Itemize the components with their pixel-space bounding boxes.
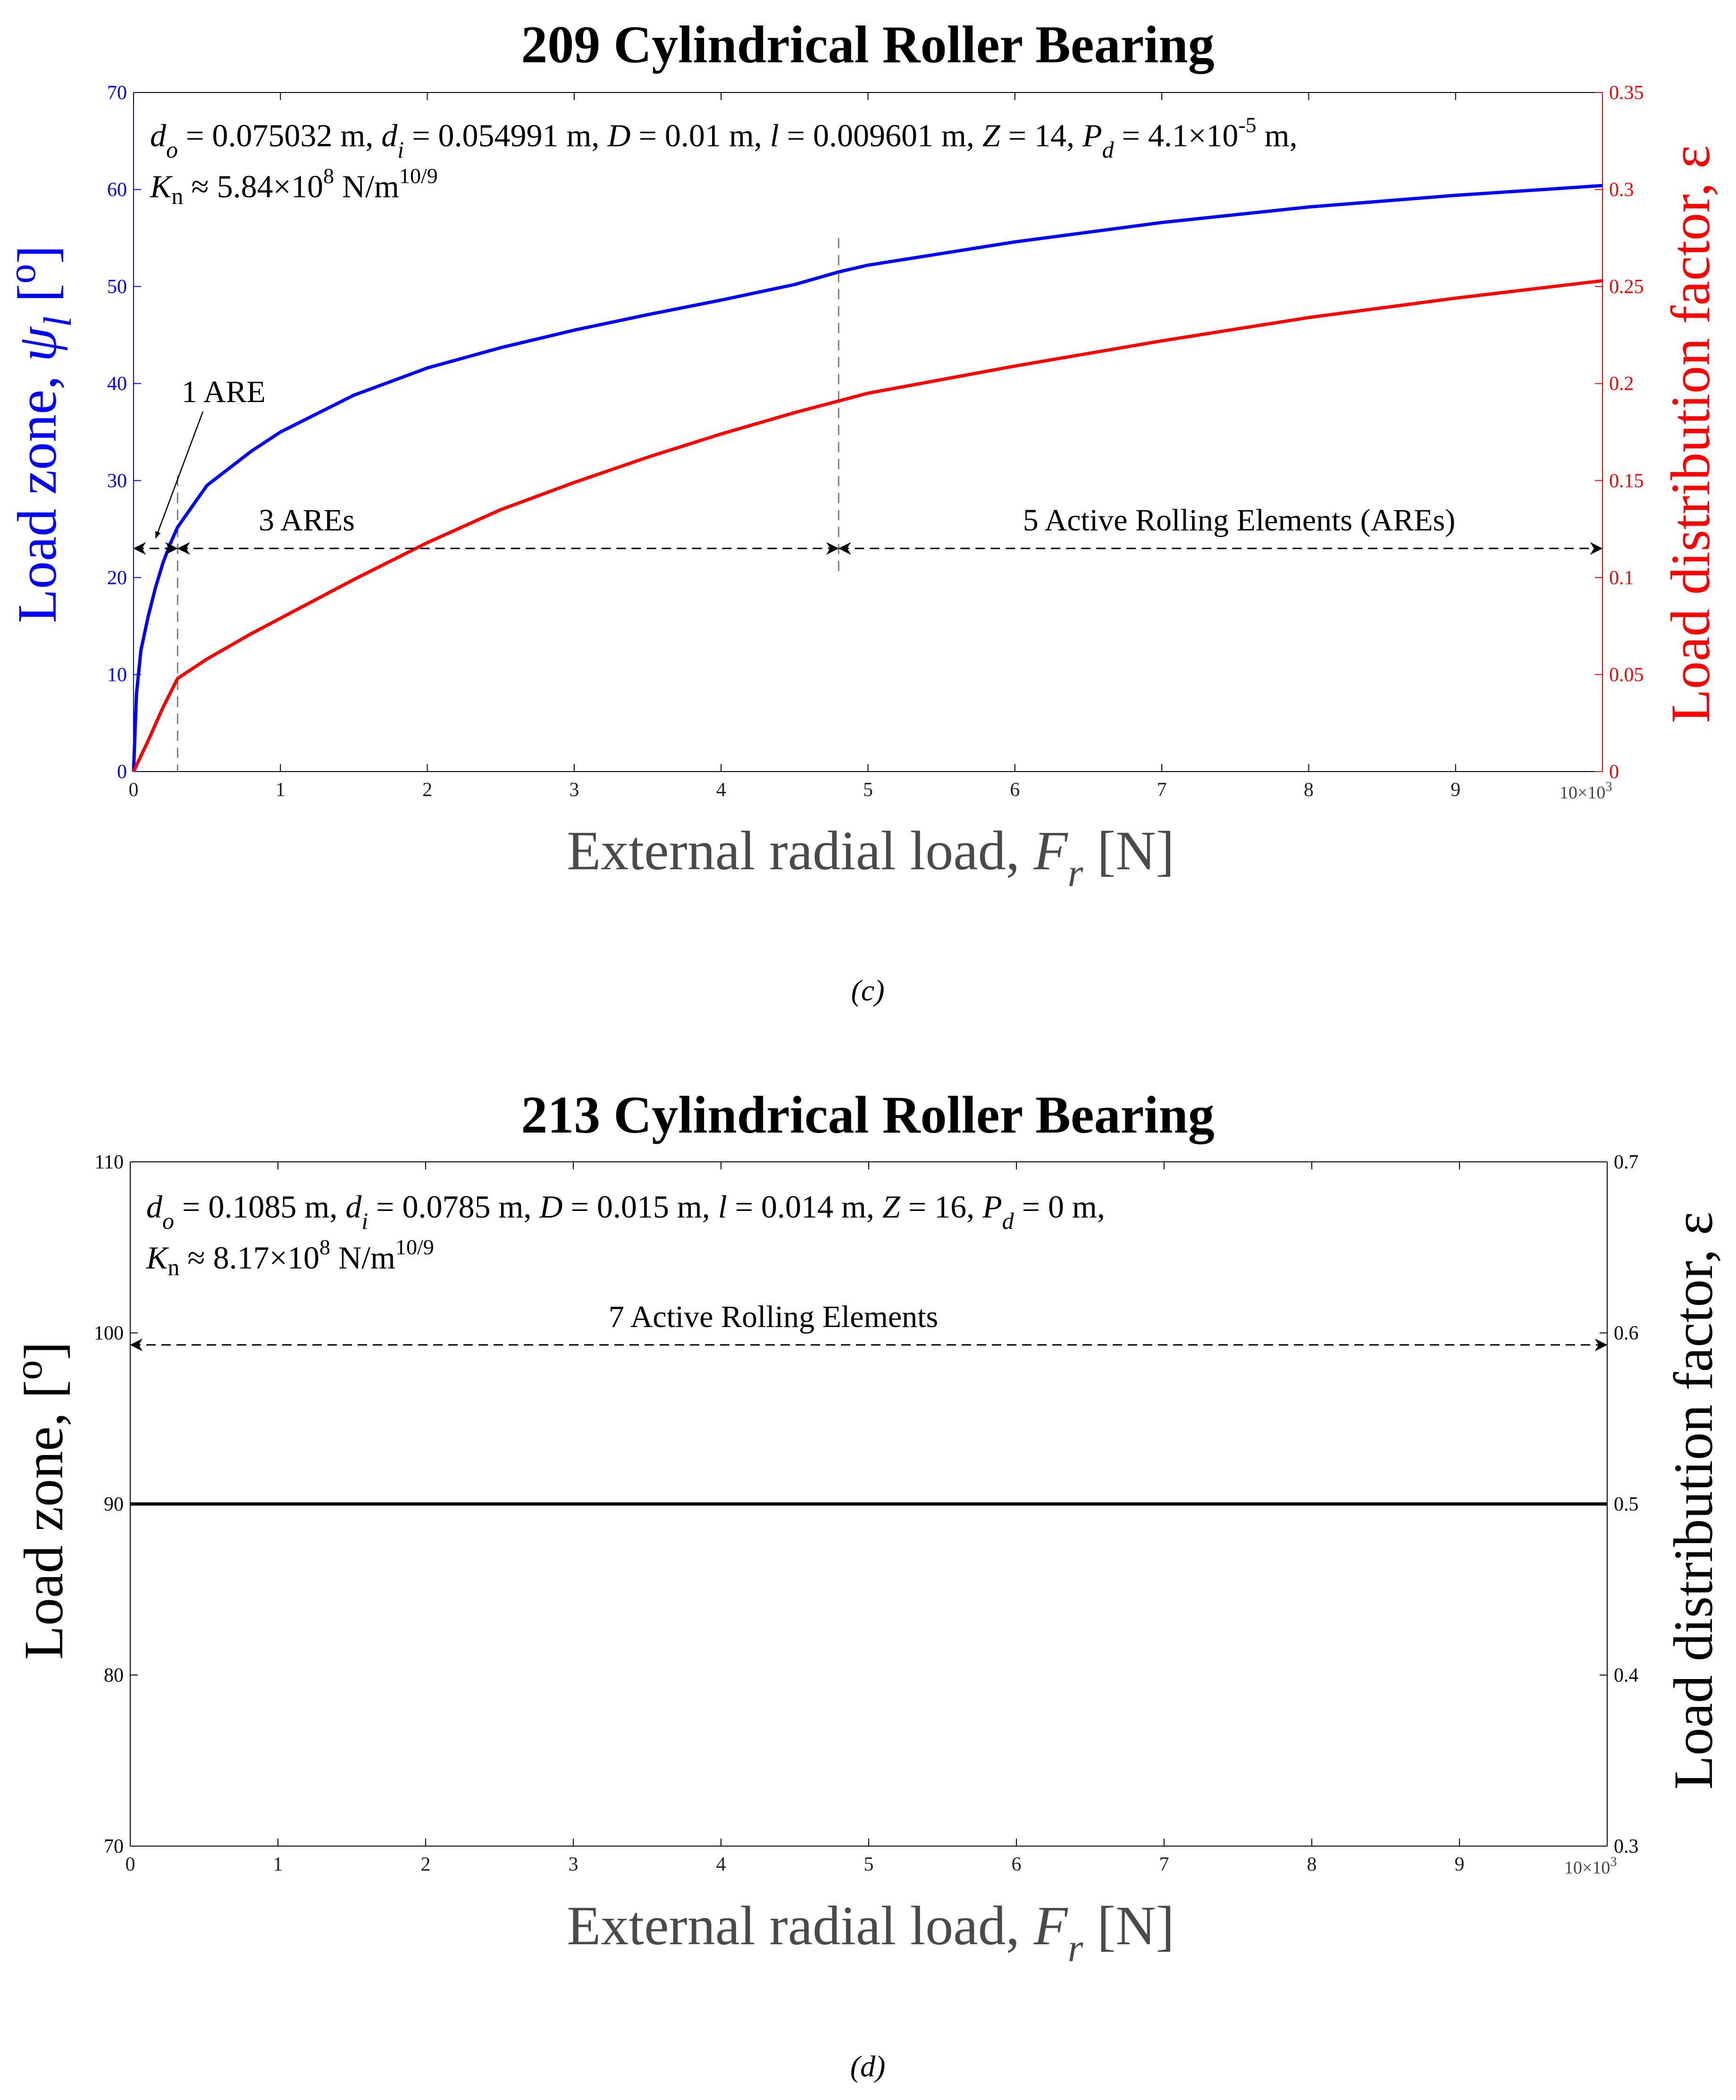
x-axis-label: External radial load, Fr [N] (567, 1895, 1174, 1970)
x-tick-label: 5 (864, 1854, 874, 1875)
x-axis-label: External radial load, Fr [N] (567, 820, 1174, 895)
plot-area-213: 0 1 2 3 4 5 6 7 8 9 70 80 90 100 110 0.3 0.4 0.5 0.6 0.7 (94, 1151, 1639, 1875)
chart-title: 213 Cylindrical Roller Bearing (521, 1086, 1214, 1144)
y-tick-label-left: 110 (95, 1151, 124, 1173)
x-tick-label: 7 (1159, 1854, 1169, 1875)
y-tick-label-right: 0.5 (1614, 1494, 1639, 1515)
parameter-line-2: Kn ≈ 8.17×108 N/m10/9 (146, 1235, 434, 1280)
plot-area-209: 0 1 2 3 4 5 6 7 8 9 0 10 20 30 40 50 60 70 0 0.05 0.1 0.15 0.2… (107, 82, 1644, 801)
parameter-line-1: do = 0.075032 m, di = 0.054991 m, D = 0.… (150, 113, 1298, 163)
x-tick-label: 3 (569, 1854, 579, 1875)
figure-caption: (d) (850, 2050, 886, 2083)
y-tick-label-left: 10 (107, 664, 127, 686)
y-tick-label-left: 30 (107, 470, 127, 492)
x-tick-label: 4 (716, 779, 726, 801)
chart-title: 209 Cylindrical Roller Bearing (521, 16, 1214, 74)
panel-213: 213 Cylindrical Roller Bearing do = 0.10… (7, 1086, 1724, 2083)
parameter-line-1: do = 0.1085 m, di = 0.0785 m, D = 0.015 … (146, 1189, 1105, 1234)
figure-caption: (c) (851, 974, 884, 1007)
y-tick-label-right: 0 (1609, 761, 1619, 783)
x-tick-label: 9 (1451, 779, 1460, 801)
y-tick-label-right: 0.7 (1614, 1151, 1639, 1173)
y-axis-label-left: Load zone, ψl [o] (0, 245, 80, 623)
x-tick-label: 3 (569, 779, 579, 801)
y-tick-label-right: 0.2 (1609, 373, 1634, 395)
series-line-load-distribution-factor (132, 279, 1603, 773)
panel-209: 209 Cylindrical Roller Bearing do = 0.07… (0, 16, 1721, 1007)
y-tick-label-right: 0.3 (1614, 1836, 1639, 1857)
x-tick-label: 5 (863, 779, 873, 801)
y-tick-label-right: 0.15 (1609, 470, 1644, 492)
x-tick-label: 6 (1012, 1854, 1022, 1875)
y-tick-label-left: 90 (104, 1494, 124, 1515)
y-tick-label-right: 0.3 (1609, 179, 1634, 201)
y-tick-label-right: 0.4 (1614, 1665, 1639, 1687)
y-tick-label-left: 20 (107, 567, 127, 589)
x-tick-label: 1 (276, 779, 285, 801)
y-axis-label-right: Load distribution factor, ε (1662, 1212, 1724, 1790)
x-tick-label: 0 (129, 779, 139, 801)
y-tick-label-right: 0.35 (1609, 82, 1644, 104)
annotation-5-ares: 5 Active Rolling Elements (AREs) (1023, 503, 1456, 538)
x-tick-label: 7 (1157, 779, 1167, 801)
x-tick-label: 8 (1307, 1854, 1317, 1875)
y-tick-label-right: 0.1 (1609, 567, 1634, 589)
x-tick-label: 9 (1455, 1854, 1465, 1875)
y-tick-label-left: 70 (107, 82, 127, 104)
y-tick-label-left: 80 (104, 1665, 124, 1687)
annotation-7-ares: 7 Active Rolling Elements (609, 1300, 938, 1334)
y-axis-label-left: Load zone, [o] (7, 1342, 75, 1660)
x-tick-label: 2 (421, 1854, 431, 1875)
x-axis-multiplier: 10×103 (1564, 1855, 1617, 1878)
y-tick-label-left: 50 (107, 276, 127, 298)
x-tick-label: 1 (273, 1854, 283, 1875)
annotation-1-are: 1 ARE (182, 375, 266, 409)
annotation-leader-line (155, 411, 204, 539)
series-line-load-zone (132, 184, 1603, 772)
annotation-3-ares: 3 AREs (259, 503, 355, 538)
y-tick-label-left: 40 (107, 373, 127, 395)
y-tick-label-left: 60 (107, 179, 127, 201)
y-tick-label-left: 70 (104, 1836, 124, 1857)
x-axis-multiplier: 10×103 (1560, 780, 1612, 803)
y-tick-label-right: 0.25 (1609, 276, 1644, 298)
y-tick-label-left: 100 (94, 1323, 124, 1344)
x-tick-label: 4 (716, 1854, 726, 1875)
x-tick-label: 2 (422, 779, 432, 801)
x-tick-label: 6 (1010, 779, 1020, 801)
y-tick-label-left: 0 (117, 761, 127, 783)
parameter-line-2: Kn ≈ 5.84×108 N/m10/9 (150, 164, 438, 209)
y-axis-label-right: Load distribution factor, ε (1660, 145, 1721, 723)
y-tick-label-right: 0.05 (1609, 664, 1644, 686)
y-tick-label-right: 0.6 (1614, 1323, 1639, 1344)
x-tick-label: 0 (126, 1854, 135, 1875)
x-tick-label: 8 (1304, 779, 1314, 801)
